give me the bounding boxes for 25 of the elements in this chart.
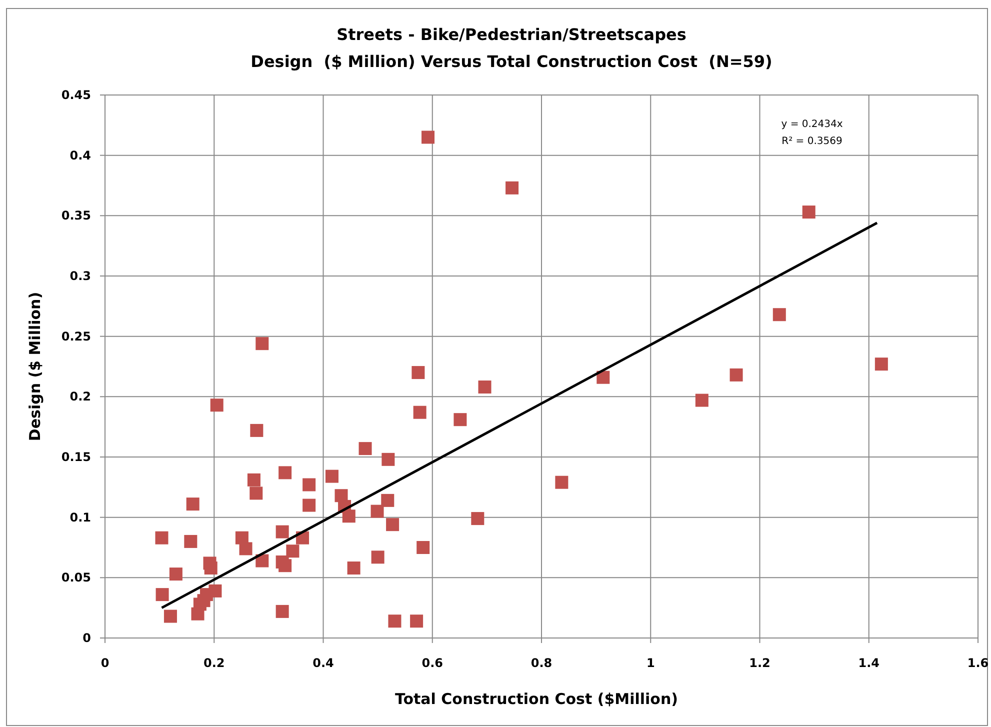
x-tick-label: 0.6 [422, 656, 444, 670]
annotation: y = 0.2434x [781, 119, 843, 130]
y-tick-label: 0.15 [61, 450, 91, 464]
x-tick-label: 0.8 [530, 656, 552, 670]
y-axis-title: Design ($ Million) [26, 292, 44, 442]
y-tick-label: 0.05 [61, 570, 91, 585]
y-tick-label: 0.45 [61, 88, 91, 102]
y-tick-label: 0 [82, 631, 91, 645]
x-tick-label: 1.4 [858, 656, 880, 670]
y-tick-label: 0.2 [70, 390, 91, 404]
x-tick-label: 1 [646, 656, 655, 670]
y-tick-label: 0.25 [61, 329, 91, 344]
y-tick-label: 0.1 [70, 510, 91, 524]
chart-subtitle: Design ($ Million) Versus Total Construction Cost (N=59) [250, 52, 772, 71]
annotation: R² = 0.3569 [782, 136, 842, 147]
x-tick-label: 0.4 [312, 656, 334, 670]
x-tick-label: 1.2 [749, 656, 770, 670]
x-tick-label: 0.2 [203, 656, 225, 670]
y-tick-label: 0.3 [70, 269, 91, 283]
chart-title: Streets - Bike/Pedestrian/Streetscapes [336, 25, 686, 44]
y-tick-label: 0.4 [70, 148, 91, 162]
x-axis-title: Total Construction Cost ($Million) [394, 690, 678, 708]
x-tick-label: 1.6 [967, 656, 989, 670]
y-tick-label: 0.35 [61, 208, 91, 223]
x-tick-label: 0 [100, 656, 110, 670]
